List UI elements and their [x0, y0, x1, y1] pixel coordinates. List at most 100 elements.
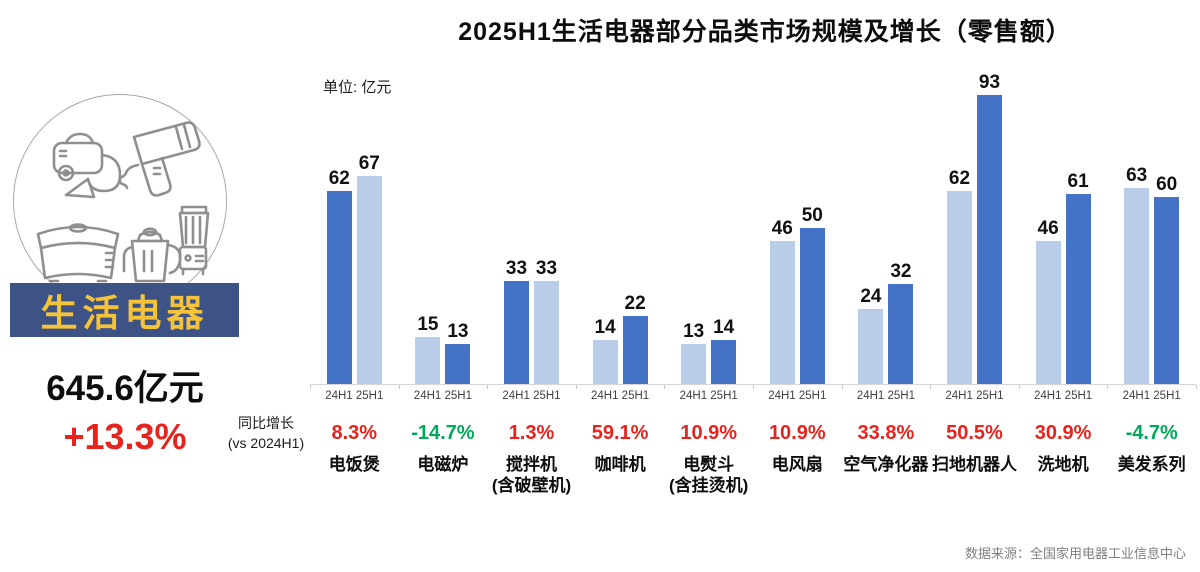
growth-pct-空气净化器: 33.8% [857, 422, 915, 444]
bar-group-空气净化器: 24 32 [842, 90, 931, 384]
bar-24H1-搅拌机 [503, 281, 529, 384]
bar-group-咖啡机: 14 22 [576, 90, 665, 384]
bar-value-label: 33 [505, 258, 528, 279]
bar-col-25H1: 33 [533, 258, 559, 384]
appliance-illustration-circle [13, 94, 227, 308]
growth-pct-电饭煲: 8.3% [331, 422, 378, 444]
axis-tick [1196, 385, 1197, 389]
bar-24H1-咖啡机 [592, 340, 618, 384]
bar-24H1-电饭煲 [326, 191, 352, 384]
category-label-洗地机: 洗地机 [1037, 455, 1089, 474]
bar-value-label: 93 [978, 72, 1001, 93]
bar-group-电风扇: 46 50 [753, 90, 842, 384]
growth-pct-洗地机: 30.9% [1034, 422, 1092, 444]
bar-25H1-电风扇 [799, 228, 825, 384]
x-tick-label: 24H1 25H1 [325, 390, 384, 402]
bar-value-label: 13 [447, 321, 469, 342]
growth-pct-电熨斗: 10.9% [680, 422, 738, 444]
category-label-搅拌机: 搅拌机 (含破壁机) [491, 455, 572, 496]
category-badge: 生活电器 [10, 283, 239, 337]
bar-col-24H1: 46 [769, 218, 795, 384]
bar-col-24H1: 14 [592, 317, 618, 384]
bar-value-label: 33 [535, 258, 558, 279]
x-tick-label: 24H1 25H1 [413, 390, 472, 402]
electric-kettle-icon [122, 227, 182, 283]
bar-group-电饭煲: 62 67 [310, 90, 399, 384]
axis-tick [487, 385, 489, 389]
category-label-电熨斗: 电熨斗 (含挂烫机) [669, 455, 749, 496]
x-tick-label: 24H1 25H1 [679, 390, 738, 402]
bar-group-搅拌机: 33 33 [487, 90, 576, 384]
bar-value-label: 24 [860, 286, 882, 307]
hair-dryer-icon [118, 121, 201, 197]
axis-tick [1018, 385, 1020, 389]
x-tick-label: 24H1 25H1 [1122, 390, 1181, 402]
bar-value-label: 32 [890, 261, 912, 282]
category-label-电饭煲: 电饭煲 [328, 455, 380, 474]
bar-24H1-电磁炉 [415, 337, 441, 384]
x-axis-line [310, 384, 1196, 385]
yoy-growth-header-line1: 同比增长 [238, 415, 294, 431]
bar-group-电磁炉: 15 13 [399, 90, 488, 384]
total-growth-rate: +13.3% [63, 416, 187, 457]
growth-pct-搅拌机: 1.3% [508, 422, 555, 444]
unit-label: 单位: 亿元 [323, 79, 392, 96]
bar-value-label: 62 [328, 168, 350, 189]
x-tick-label: 24H1 25H1 [1034, 390, 1093, 402]
bar-value-label: 46 [1037, 218, 1059, 239]
bar-24H1-扫地机器人 [946, 191, 972, 384]
axis-tick [398, 385, 400, 389]
bar-col-25H1: 61 [1065, 171, 1091, 384]
category-label-扫地机器人: 扫地机器人 [931, 455, 1017, 474]
bar-25H1-空气净化器 [888, 284, 914, 384]
bar-value-label: 50 [801, 205, 823, 226]
bar-group-电熨斗: 13 14 [664, 90, 753, 384]
axis-tick [930, 385, 932, 389]
bar-25H1-咖啡机 [622, 316, 648, 384]
bar-col-24H1: 62 [326, 168, 352, 384]
growth-pct-扫地机器人: 50.5% [946, 422, 1003, 444]
vacuum-cleaner-icon [52, 132, 122, 199]
bar-group-扫地机器人: 62 93 [930, 73, 1019, 384]
growth-pct-咖啡机: 59.1% [591, 422, 649, 444]
bar-col-25H1: 67 [356, 154, 382, 384]
bar-value-label: 13 [683, 321, 705, 342]
bar-value-label: 61 [1067, 171, 1089, 192]
yoy-growth-header-line2: (vs 2024H1) [227, 435, 305, 452]
axis-tick [575, 385, 577, 389]
bar-value-label: 62 [948, 168, 971, 189]
growth-pct-电风扇: 10.9% [768, 422, 826, 444]
bar-col-25H1: 50 [799, 205, 825, 384]
bar-col-25H1: 22 [622, 294, 648, 384]
bar-24H1-电熨斗 [681, 344, 707, 384]
bar-value-label: 46 [771, 218, 793, 239]
bar-col-25H1: 60 [1154, 175, 1180, 384]
bar-25H1-电磁炉 [445, 344, 471, 384]
bar-value-label: 63 [1126, 165, 1148, 186]
axis-tick [1107, 385, 1109, 389]
bar-value-label: 14 [594, 317, 616, 338]
bar-col-25H1: 14 [711, 317, 737, 384]
bar-col-25H1: 13 [445, 321, 471, 384]
blender-icon [178, 205, 210, 276]
growth-pct-电磁炉: -14.7% [411, 422, 475, 444]
rice-cooker-icon [36, 223, 120, 283]
bar-col-24H1: 13 [681, 321, 707, 384]
bar-col-24H1: 24 [858, 286, 884, 384]
bar-group-洗地机: 46 61 [1019, 90, 1108, 384]
bar-value-label: 14 [713, 317, 735, 338]
bar-24H1-空气净化器 [858, 309, 884, 384]
bar-25H1-搅拌机 [533, 281, 559, 384]
growth-pct-美发系列: -4.7% [1125, 422, 1178, 444]
bar-25H1-扫地机器人 [976, 95, 1002, 384]
bar-group-美发系列: 63 60 [1107, 90, 1196, 384]
x-tick-label: 24H1 25H1 [591, 390, 650, 402]
category-label-电风扇: 电风扇 [771, 455, 823, 474]
bar-col-24H1: 33 [503, 258, 529, 384]
x-tick-label: 24H1 25H1 [945, 390, 1004, 402]
bar-col-25H1: 32 [888, 261, 914, 384]
category-label-电磁炉: 电磁炉 [417, 455, 469, 474]
axis-tick [310, 385, 311, 389]
bar-col-24H1: 15 [415, 315, 441, 384]
